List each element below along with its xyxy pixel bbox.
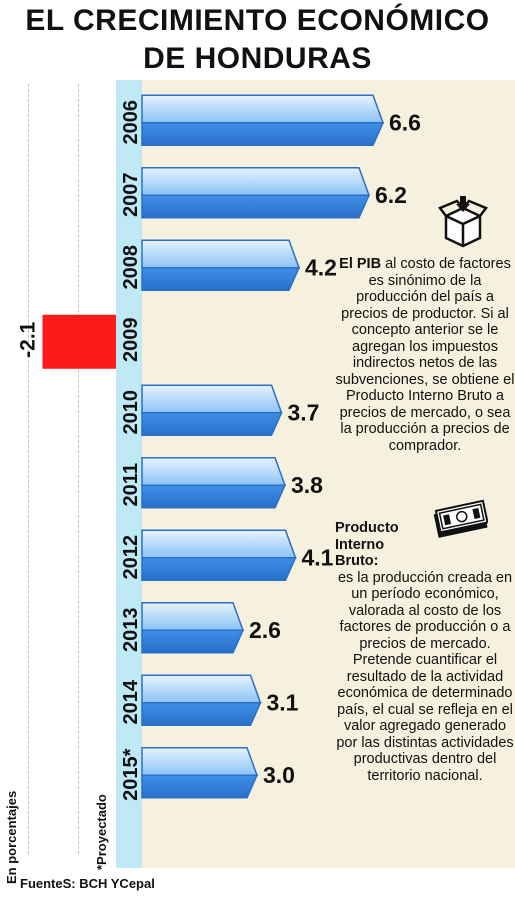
value-label: 4.2 bbox=[305, 254, 337, 280]
bar-top-face bbox=[141, 674, 262, 704]
bar-front-face bbox=[141, 194, 371, 219]
pib2-note: Producto Interno Bruto: es la producción… bbox=[335, 520, 515, 784]
pib2-definition: es la producción creada en un período ec… bbox=[336, 569, 514, 784]
pib2-term: Producto Interno Bruto: bbox=[335, 520, 399, 569]
year-label: 2014 bbox=[120, 679, 142, 724]
bar-top-face bbox=[141, 529, 297, 559]
guide-line bbox=[28, 84, 29, 854]
negative-bar bbox=[42, 314, 116, 369]
value-label: 3.7 bbox=[288, 399, 320, 425]
bar-top-face bbox=[141, 94, 385, 124]
year-label: 2013 bbox=[120, 608, 142, 653]
chart-title: EL CRECIMIENTO ECONÓMICO DE HONDURAS bbox=[0, 2, 515, 78]
year-column bbox=[116, 80, 142, 868]
year-label: 2010 bbox=[120, 390, 142, 435]
value-label: 6.2 bbox=[375, 182, 407, 208]
year-label: 2011 bbox=[120, 463, 142, 506]
bar-front-face bbox=[141, 267, 301, 291]
bar-top-face bbox=[141, 602, 245, 631]
bar-front-face bbox=[141, 484, 287, 509]
value-label: 3.1 bbox=[267, 689, 299, 715]
bar bbox=[141, 602, 245, 654]
bar-top-face bbox=[141, 457, 287, 486]
bar bbox=[141, 167, 371, 219]
source-note: FuenteS: BCH YCepal bbox=[20, 876, 155, 891]
bar-top-face bbox=[141, 747, 259, 776]
year-label: 2007 bbox=[120, 173, 142, 218]
bar-front-face bbox=[141, 557, 297, 581]
bar bbox=[141, 529, 297, 581]
projected-note: *Proyectado bbox=[94, 794, 109, 870]
year-label: 2006 bbox=[120, 100, 142, 145]
bar-top-face bbox=[141, 384, 283, 414]
year-label: 2009 bbox=[120, 318, 142, 363]
bar bbox=[141, 747, 259, 799]
value-label: 2.6 bbox=[249, 617, 281, 643]
bar-front-face bbox=[141, 412, 283, 436]
pib-definition: al costo de factores es sinónimo de la p… bbox=[335, 256, 515, 454]
value-label: 6.6 bbox=[389, 109, 421, 135]
value-label: 4.1 bbox=[302, 544, 334, 570]
money-icon bbox=[433, 499, 488, 538]
guide-line bbox=[78, 84, 79, 854]
year-label: 2015* bbox=[120, 748, 142, 800]
bar bbox=[141, 384, 283, 436]
pib-note: El PIB al costo de factores es sinónimo … bbox=[335, 256, 515, 454]
pib-term: El PIB bbox=[339, 256, 382, 272]
box-icon bbox=[438, 196, 488, 248]
value-label: 3.0 bbox=[263, 762, 295, 788]
bar-front-face bbox=[141, 122, 385, 146]
value-label: 3.8 bbox=[291, 472, 323, 498]
title-line-2: DE HONDURAS bbox=[143, 42, 372, 75]
bar bbox=[141, 674, 262, 726]
unit-label: En porcentajes bbox=[4, 790, 19, 884]
year-label: 2012 bbox=[120, 535, 142, 580]
value-label: -2.1 bbox=[17, 321, 40, 358]
bar-front-face bbox=[141, 702, 262, 726]
title-line-1: EL CRECIMIENTO ECONÓMICO bbox=[25, 4, 490, 37]
bar-top-face bbox=[141, 239, 301, 269]
year-label: 2008 bbox=[120, 245, 142, 290]
bar bbox=[141, 239, 301, 291]
bar-front-face bbox=[141, 774, 259, 799]
bar-top-face bbox=[141, 167, 371, 196]
bar bbox=[141, 457, 287, 509]
bar bbox=[141, 94, 385, 146]
bar-front-face bbox=[141, 629, 245, 654]
